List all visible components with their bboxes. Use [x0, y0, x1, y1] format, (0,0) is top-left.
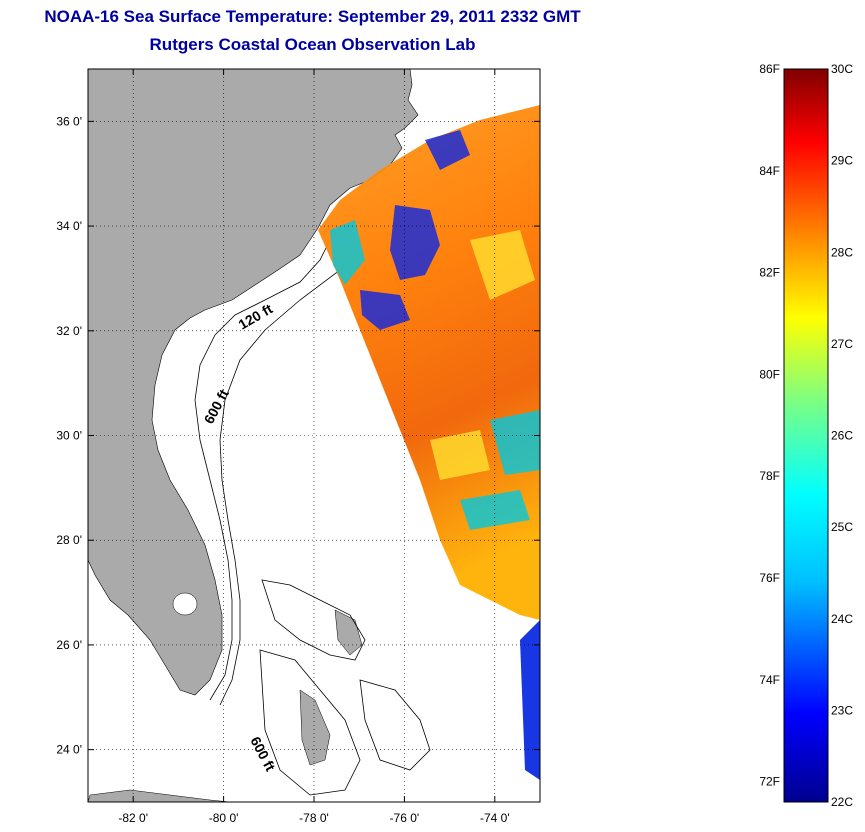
contour-bahamas	[259, 579, 431, 796]
contour-120ft	[194, 239, 331, 701]
x-tick-label: -78 0'	[299, 811, 329, 825]
sst-swath	[318, 105, 540, 620]
warm-patch	[430, 230, 535, 480]
land-cuba	[88, 789, 231, 802]
colorbar-fahrenheit-label: 84F	[759, 164, 780, 178]
land-bahamas-1	[299, 689, 331, 766]
y-tick-label: 32 0'	[56, 324, 82, 338]
colorbar-celsius-label: 23C	[831, 703, 853, 717]
cold-patch	[360, 130, 470, 330]
colorbar-fahrenheit-label: 86F	[759, 62, 780, 76]
colorbar-celsius-label: 29C	[831, 154, 853, 168]
colorbar-fahrenheit-label: 82F	[759, 266, 780, 280]
colorbar	[783, 68, 829, 803]
cool-patch	[330, 220, 540, 530]
x-tick-label: -74 0'	[480, 811, 510, 825]
colorbar-fahrenheit-label: 74F	[759, 673, 780, 687]
y-tick-label: 34 0'	[56, 219, 82, 233]
colorbar-fahrenheit-label: 80F	[759, 367, 780, 381]
colorbar-celsius-label: 25C	[831, 520, 853, 534]
colorbar-fahrenheit-label: 72F	[759, 775, 780, 789]
contour-600ft	[219, 239, 361, 706]
map-title: NOAA-16 Sea Surface Temperature: Septemb…	[44, 7, 581, 26]
x-tick-label: -76 0'	[390, 811, 420, 825]
map-subtitle: Rutgers Coastal Ocean Observation Lab	[149, 35, 476, 54]
x-tick-label: -82 0'	[118, 811, 148, 825]
y-tick-label: 28 0'	[56, 533, 82, 547]
colorbar-celsius-label: 30C	[831, 62, 853, 76]
colorbar-celsius-label: 27C	[831, 337, 853, 351]
colorbar-celsius-label: 22C	[831, 795, 853, 809]
y-tick-label: 24 0'	[56, 743, 82, 757]
y-tick-label: 30 0'	[56, 429, 82, 443]
colorbar-celsius-label: 28C	[831, 245, 853, 259]
colorbar-celsius-label: 24C	[831, 612, 853, 626]
land-mainland	[88, 69, 419, 696]
colorbar-celsius-label: 26C	[831, 429, 853, 443]
x-tick-label: -80 0'	[209, 811, 239, 825]
y-tick-label: 26 0'	[56, 638, 82, 652]
colorbar-fahrenheit-label: 78F	[759, 469, 780, 483]
colorbar-fahrenheit-label: 76F	[759, 571, 780, 585]
swath-tail	[520, 620, 540, 780]
y-tick-label: 36 0'	[56, 114, 82, 128]
